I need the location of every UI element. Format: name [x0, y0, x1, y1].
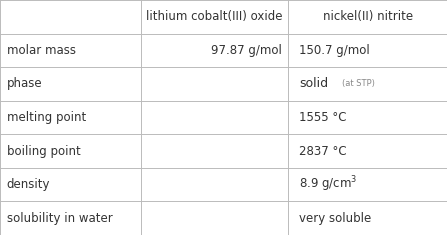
Text: 97.87 g/mol: 97.87 g/mol	[211, 44, 282, 57]
Text: nickel(II) nitrite: nickel(II) nitrite	[323, 10, 413, 23]
Text: solid: solid	[299, 77, 329, 90]
Text: (at STP): (at STP)	[342, 79, 375, 88]
Text: 150.7 g/mol: 150.7 g/mol	[299, 44, 370, 57]
Text: 8.9 g/cm$^3$: 8.9 g/cm$^3$	[299, 175, 358, 194]
Text: density: density	[7, 178, 50, 191]
Text: 1555 °C: 1555 °C	[299, 111, 347, 124]
Text: molar mass: molar mass	[7, 44, 76, 57]
Text: lithium cobalt(III) oxide: lithium cobalt(III) oxide	[146, 10, 283, 23]
Text: boiling point: boiling point	[7, 145, 80, 158]
Text: 2837 °C: 2837 °C	[299, 145, 347, 158]
Text: solubility in water: solubility in water	[7, 212, 113, 225]
Text: phase: phase	[7, 77, 42, 90]
Text: very soluble: very soluble	[299, 212, 372, 225]
Text: melting point: melting point	[7, 111, 86, 124]
